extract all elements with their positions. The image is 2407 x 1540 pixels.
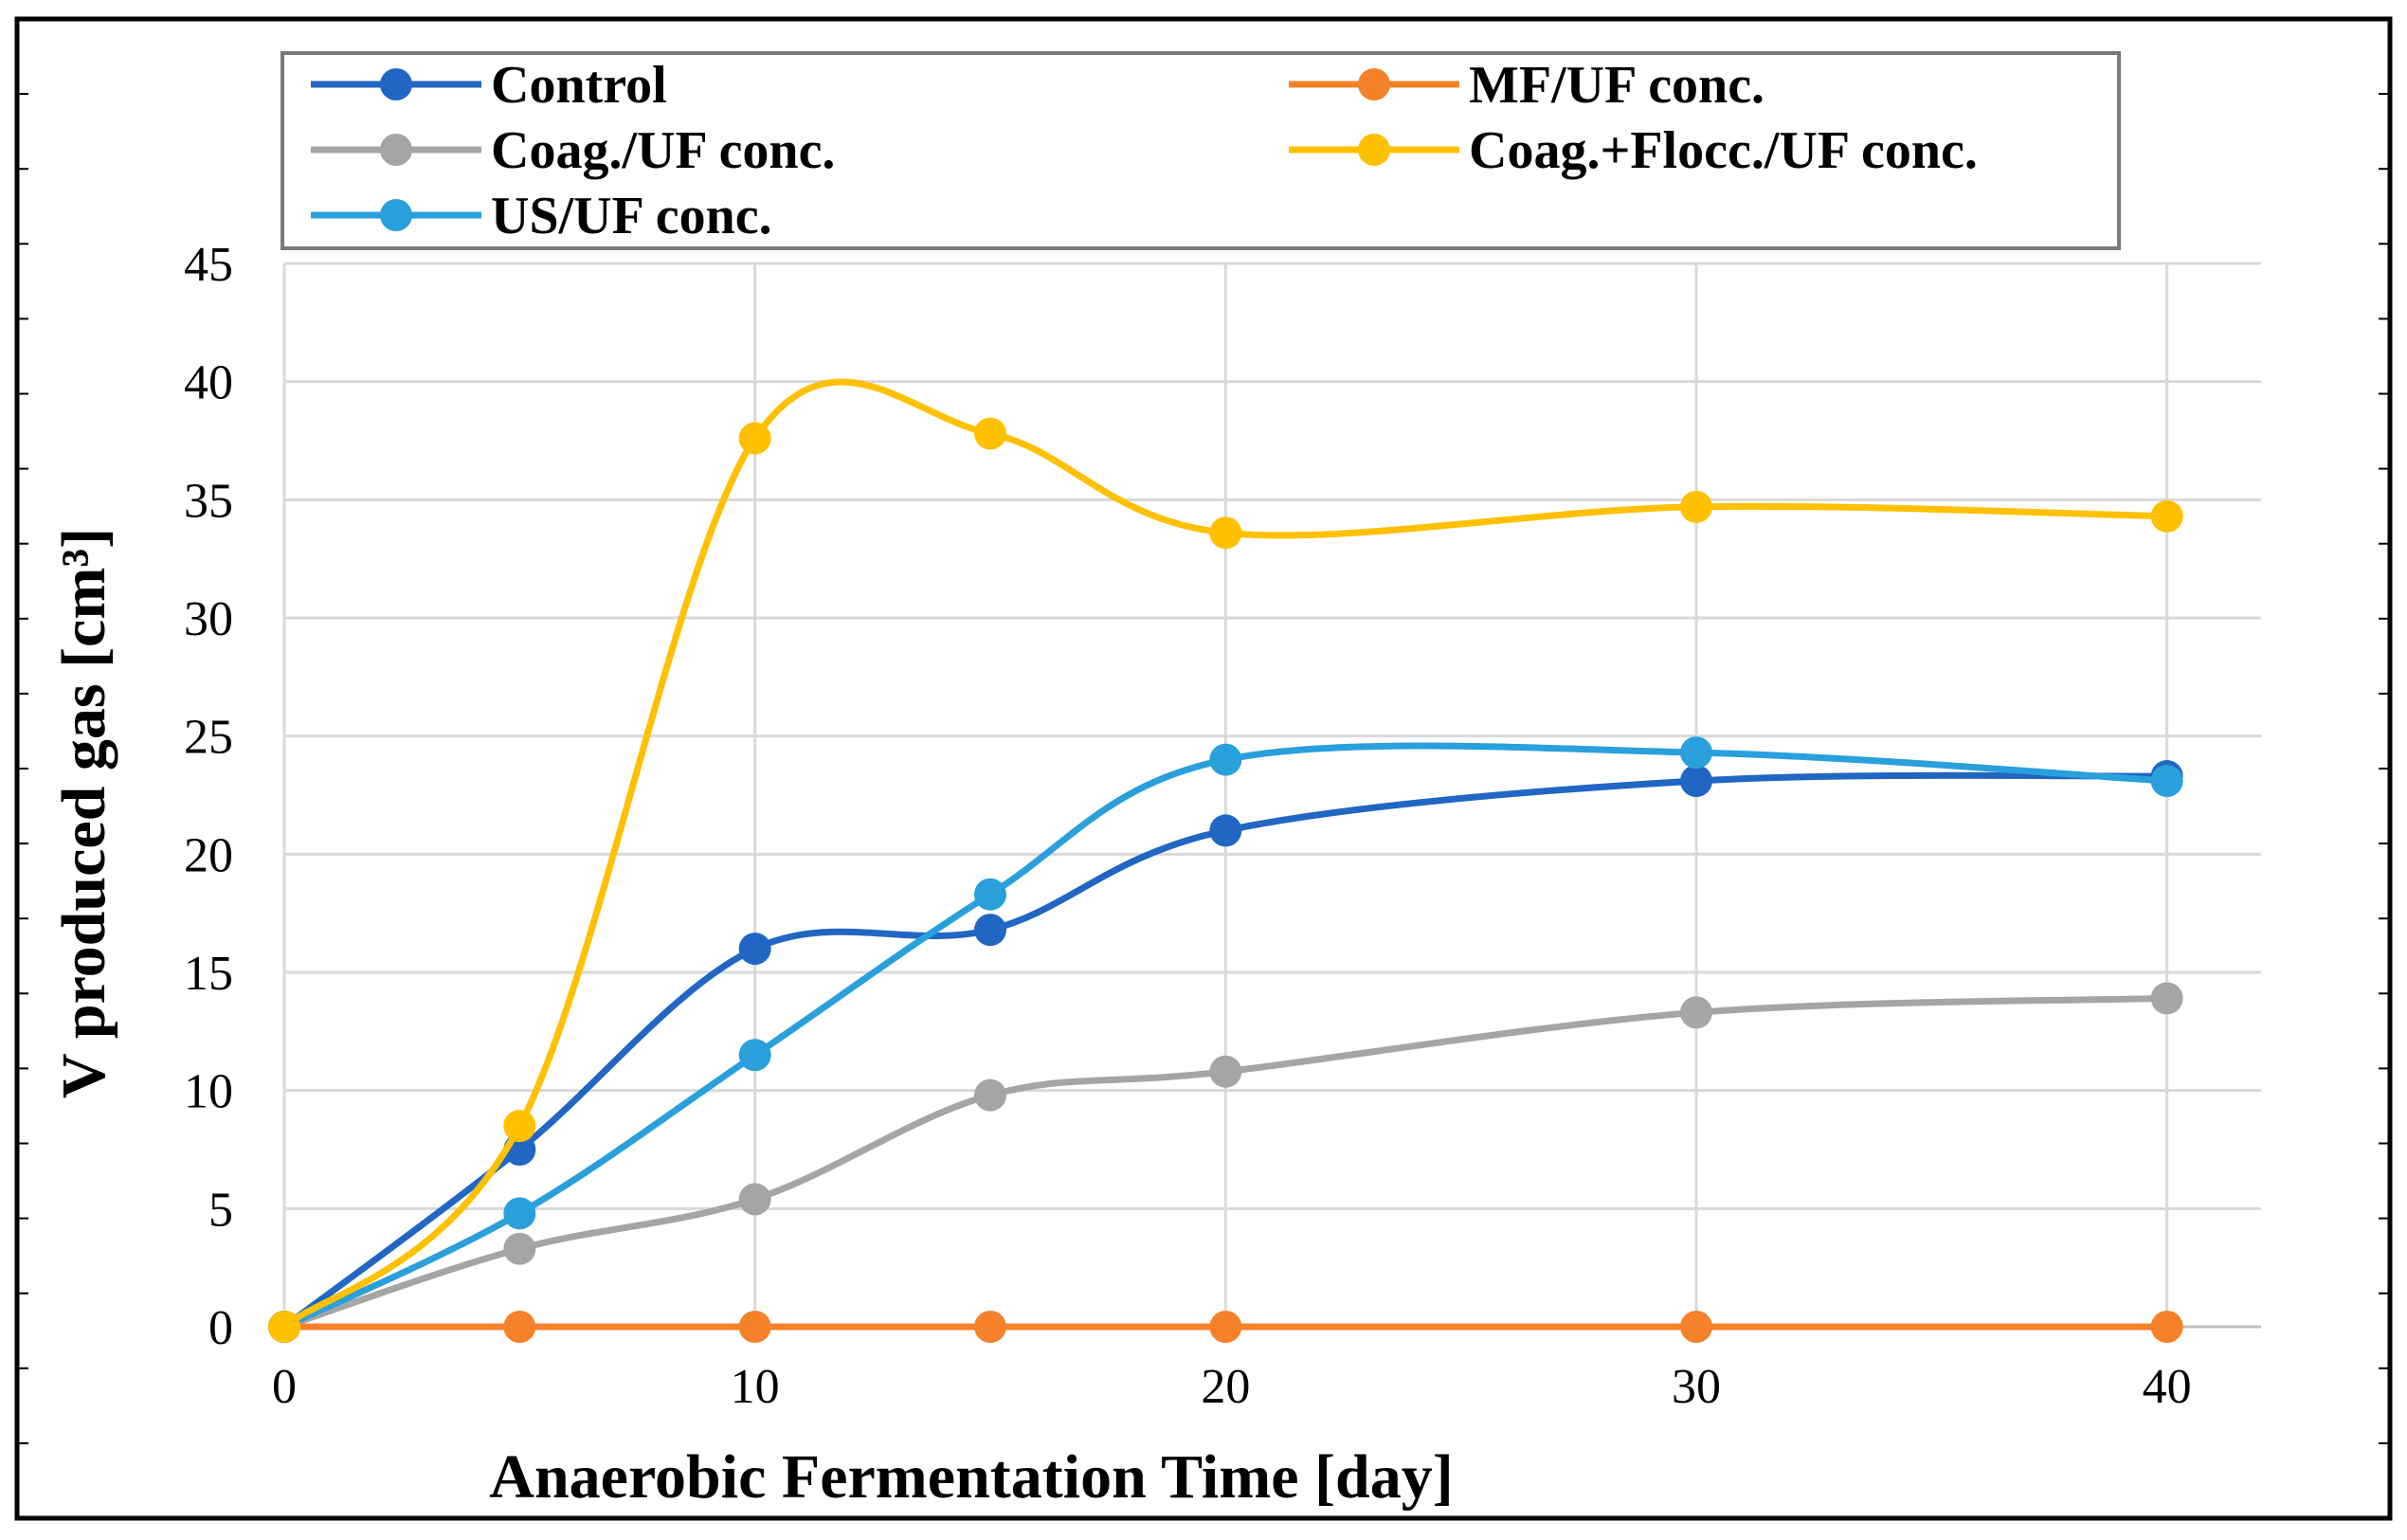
data-point-coag-uf-conc	[738, 1183, 771, 1216]
y-tick-label: 10	[184, 1065, 233, 1119]
legend-swatch-marker	[380, 68, 412, 100]
data-point-coag-uf-conc	[974, 1078, 1006, 1112]
data-point-coag-flocc-uf-conc	[1209, 516, 1242, 550]
plot-area	[268, 378, 2183, 1343]
legend-entry-coag-uf-conc: Coag./UF conc.	[311, 121, 835, 180]
legend-label: US/UF conc.	[491, 187, 772, 245]
y-tick-label: 0	[208, 1301, 233, 1355]
x-tick-label: 30	[1672, 1360, 1721, 1414]
series-coag-flocc-uf-conc	[268, 378, 2183, 1343]
gridlines	[282, 262, 2261, 1329]
legend-entry-coag-flocc-uf-conc: Coag.+Flocc./UF conc.	[1289, 121, 1978, 180]
legend-label: Coag.+Flocc./UF conc.	[1469, 121, 1978, 180]
legend: Control MF/UF conc. Coag./UF conc. Coag.+Fl…	[311, 56, 1978, 245]
data-point-mf-uf-conc	[503, 1311, 536, 1343]
data-point-coag-flocc-uf-conc	[2150, 499, 2183, 533]
legend-label: MF/UF conc.	[1469, 56, 1765, 115]
y-tick-label: 15	[184, 947, 233, 1001]
data-point-mf-uf-conc	[974, 1311, 1006, 1343]
data-point-us-uf-conc	[503, 1197, 536, 1230]
data-point-control	[974, 914, 1006, 947]
legend-swatch-marker	[380, 134, 412, 166]
data-point-coag-flocc-uf-conc	[268, 1311, 300, 1343]
data-point-mf-uf-conc	[1680, 1311, 1712, 1343]
legend-entry-us-uf-conc: US/UF conc.	[311, 187, 772, 245]
x-axis-tick-labels: 0 10 20 30 40	[272, 1360, 2192, 1414]
data-point-us-uf-conc	[974, 878, 1006, 911]
legend-box	[281, 51, 2121, 250]
data-point-mf-uf-conc	[1209, 1311, 1242, 1343]
y-tick-label: 5	[208, 1183, 233, 1237]
legend-label: Control	[491, 56, 667, 115]
data-point-coag-flocc-uf-conc	[738, 422, 771, 455]
legend-entry-control: Control	[311, 56, 667, 115]
data-point-mf-uf-conc	[738, 1311, 771, 1343]
data-point-us-uf-conc	[1209, 743, 1242, 776]
data-point-us-uf-conc	[1680, 736, 1712, 770]
legend-swatch-marker	[1358, 134, 1390, 166]
y-tick-label: 35	[184, 474, 233, 528]
data-point-coag-flocc-uf-conc	[503, 1110, 536, 1143]
data-point-coag-uf-conc	[503, 1232, 536, 1265]
outer-frame-tick-marks	[17, 93, 2390, 1444]
y-axis-title: V produced gas [cm³]	[49, 528, 118, 1098]
legend-swatch-marker	[380, 199, 412, 231]
legend-swatch-marker	[1358, 68, 1390, 100]
data-point-us-uf-conc	[2150, 765, 2183, 798]
x-tick-label: 0	[272, 1360, 297, 1414]
data-point-coag-uf-conc	[1209, 1055, 1242, 1088]
data-point-coag-uf-conc	[2150, 982, 2183, 1015]
x-axis-title: Anaerobic Fermentation Time [day]	[489, 1442, 1453, 1512]
x-tick-label: 10	[731, 1360, 780, 1414]
x-tick-label: 20	[1201, 1360, 1250, 1414]
y-tick-label: 30	[184, 592, 233, 646]
y-tick-label: 40	[184, 356, 233, 410]
y-tick-label: 25	[184, 711, 233, 765]
data-point-control	[738, 933, 771, 966]
series-coag-uf-conc	[268, 982, 2183, 1343]
data-point-mf-uf-conc	[2150, 1311, 2183, 1343]
y-tick-label: 20	[184, 828, 233, 882]
data-point-control	[1680, 765, 1712, 798]
legend-label: Coag./UF conc.	[491, 121, 835, 180]
data-point-coag-uf-conc	[1680, 996, 1712, 1029]
data-point-control	[1209, 814, 1242, 847]
data-point-coag-flocc-uf-conc	[974, 417, 1006, 450]
y-axis-tick-labels: 0 5 10 15 20 25 30 35 40 45	[184, 238, 233, 1355]
y-tick-label: 45	[184, 238, 233, 292]
x-tick-label: 40	[2143, 1360, 2192, 1414]
legend-entry-mf-uf-conc: MF/UF conc.	[1289, 56, 1765, 115]
series-line-us-uf-conc	[282, 742, 2167, 1331]
data-point-coag-flocc-uf-conc	[1680, 490, 1712, 523]
data-point-us-uf-conc	[738, 1039, 771, 1072]
